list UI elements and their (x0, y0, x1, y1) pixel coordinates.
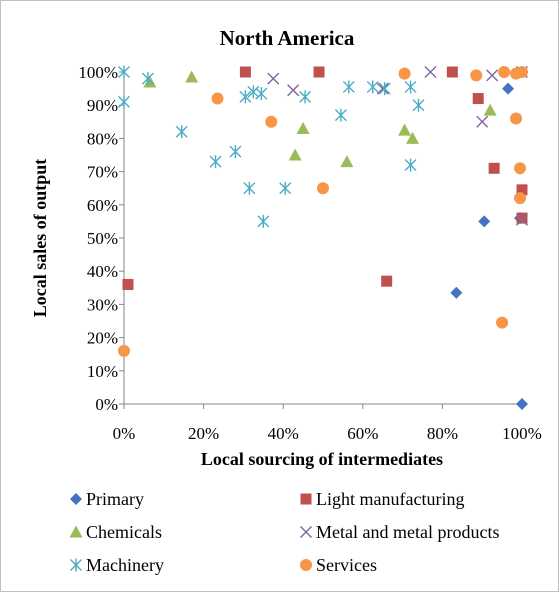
machinery-point (141, 72, 154, 86)
metal-and-metal-products-point (376, 82, 389, 95)
data-points (118, 65, 528, 410)
x-axis-title: Local sourcing of intermediates (201, 449, 443, 469)
machinery-point (239, 90, 252, 104)
legend-label-metal-and-metal-products: Metal and metal products (316, 522, 499, 542)
x-tick-label: 100% (502, 424, 542, 443)
y-tick-label: 10% (87, 362, 118, 381)
primary-point (502, 82, 515, 95)
machinery-point (118, 65, 130, 79)
light-manufacturing-point (313, 66, 325, 78)
machinery-point (243, 181, 256, 195)
legend-marker-metal-and-metal-products (300, 526, 312, 538)
metal-and-metal-products-point (486, 69, 499, 82)
chemicals-point (483, 103, 497, 116)
services-point (514, 192, 527, 205)
machinery-point (257, 214, 270, 228)
light-manufacturing-point (488, 162, 500, 174)
legend-marker-chemicals (69, 525, 83, 538)
y-tick-label: 0% (95, 395, 118, 414)
metal-and-metal-products-point (287, 84, 300, 97)
machinery-point (299, 90, 312, 104)
chemicals-point (185, 70, 199, 83)
chemicals-point (398, 123, 412, 136)
machinery-point (366, 80, 379, 94)
y-tick-label: 60% (87, 196, 118, 215)
services-point (118, 344, 130, 357)
services-point (211, 92, 224, 105)
machinery-point (229, 145, 242, 159)
services-point (514, 162, 527, 175)
legend-label-chemicals: Chemicals (86, 522, 162, 542)
machinery-point (118, 95, 130, 109)
machinery-point (378, 82, 391, 96)
light-manufacturing-point (516, 212, 528, 224)
machinery-point (255, 87, 268, 101)
services-point (398, 67, 411, 80)
legend-label-primary: Primary (86, 489, 144, 509)
machinery-point (175, 125, 188, 139)
legend-label-machinery: Machinery (86, 555, 164, 575)
y-tick-label: 20% (87, 329, 118, 348)
services-point (498, 66, 511, 78)
y-axis-title: Local sales of output (30, 159, 50, 318)
metal-and-metal-products-point (424, 66, 437, 78)
services-point (470, 69, 483, 82)
y-tick-label: 100% (78, 63, 118, 82)
legend-marker-primary (70, 493, 82, 505)
services-point (265, 115, 278, 128)
light-manufacturing-point (239, 66, 251, 78)
chemicals-point (296, 121, 310, 134)
y-tick-label: 40% (87, 262, 118, 281)
machinery-point (279, 181, 292, 195)
x-tick-label: 20% (188, 424, 219, 443)
x-tick-label: 80% (427, 424, 458, 443)
chemicals-point (406, 131, 420, 144)
x-tick-labels: 0% 20% 40% 60% 80% 100% (113, 424, 542, 443)
machinery-point (412, 98, 425, 112)
chemicals-point (340, 155, 354, 168)
metal-and-metal-products-point (267, 72, 280, 85)
legend-marker-machinery (70, 558, 82, 572)
metal-and-metal-products-point (476, 115, 489, 128)
x-tick-label: 60% (347, 424, 378, 443)
services-point (510, 112, 523, 125)
y-tick-label: 90% (87, 96, 118, 115)
primary-point (516, 398, 528, 410)
chemicals-point (288, 148, 302, 161)
legend-label-services: Services (316, 555, 377, 575)
chart-title: North America (220, 26, 355, 50)
primary-point (450, 286, 463, 299)
services-point (317, 182, 329, 195)
y-tick-label: 70% (87, 163, 118, 182)
machinery-point (209, 155, 222, 169)
y-tick-label: 80% (87, 129, 118, 148)
machinery-point (247, 85, 260, 99)
y-tick-label: 30% (87, 295, 118, 314)
y-tick-label: 50% (87, 229, 118, 248)
services-point (496, 316, 509, 329)
services-point (516, 66, 528, 78)
machinery-point (404, 80, 417, 94)
x-tick-label: 0% (113, 424, 136, 443)
machinery-point (342, 80, 355, 94)
x-tick-label: 40% (268, 424, 299, 443)
y-tick-labels: 0% 10% 20% 30% 40% 50% 60% 70% 80% 90% 100% (78, 63, 118, 414)
machinery-point (404, 158, 417, 172)
light-manufacturing-point (516, 184, 528, 196)
light-manufacturing-point (122, 278, 134, 290)
legend-marker-services (300, 559, 312, 571)
light-manufacturing-point (446, 66, 458, 78)
plot-axes (119, 71, 523, 409)
light-manufacturing-point (381, 275, 393, 287)
legend-label-light-manufacturing: Light manufacturing (316, 489, 464, 509)
machinery-point (334, 108, 347, 122)
light-manufacturing-point (472, 93, 484, 105)
legend-marker-light-manufacturing (300, 493, 312, 505)
primary-point (478, 215, 491, 228)
legend: Primary Light manufacturing Chemicals Metal… (69, 489, 499, 575)
metal-and-metal-products-point (516, 213, 528, 226)
